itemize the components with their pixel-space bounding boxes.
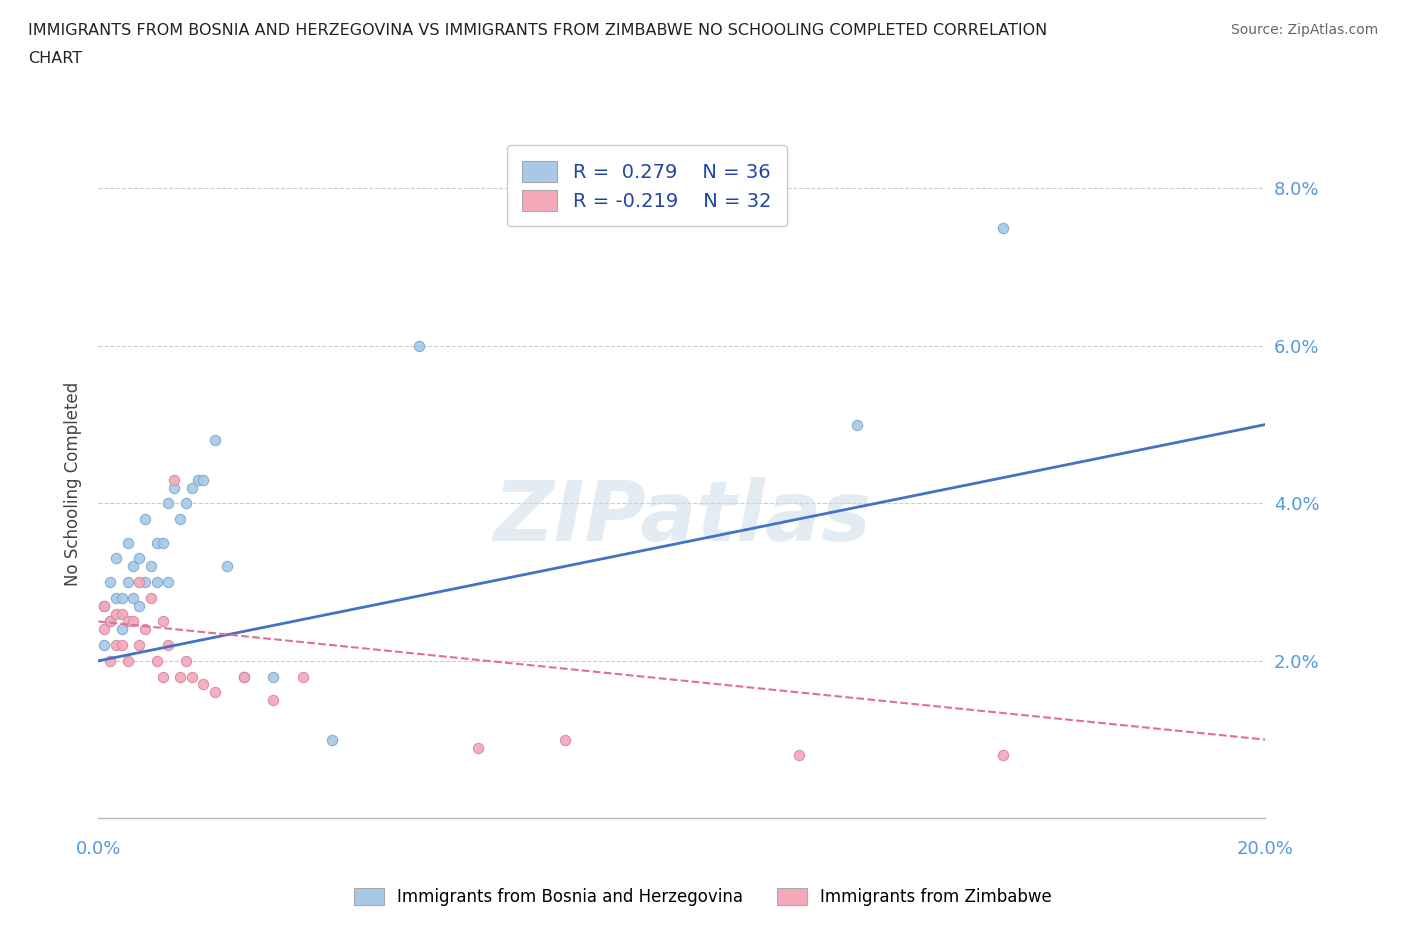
Point [408,339,430,353]
Point [128,575,150,590]
Point [134,512,156,526]
Point [163,472,186,487]
Point [193,677,215,692]
Point [152,614,174,629]
Text: CHART: CHART [28,51,82,66]
Point [117,536,139,551]
Point [152,536,174,551]
Point [128,598,150,613]
Point [193,472,215,487]
Point [104,551,127,565]
Point [262,693,284,708]
Point [180,480,202,495]
Point [134,575,156,590]
Point [98,614,121,629]
Point [93,622,115,637]
Point [174,654,197,669]
Point [134,622,156,637]
Point [104,606,127,621]
Point [169,670,191,684]
Point [98,575,121,590]
Point [111,606,134,621]
Point [117,614,139,629]
Point [321,732,343,747]
Point [233,670,256,684]
Point [98,614,121,629]
Point [111,638,134,653]
Point [291,670,314,684]
Point [787,748,810,763]
Point [104,638,127,653]
Point [146,575,169,590]
Point [152,670,174,684]
Text: 20.0%: 20.0% [1237,840,1294,857]
Point [157,638,180,653]
Legend: Immigrants from Bosnia and Herzegovina, Immigrants from Zimbabwe: Immigrants from Bosnia and Herzegovina, … [346,880,1060,914]
Point [554,732,576,747]
Point [146,536,169,551]
Point [991,220,1014,235]
Point [157,575,180,590]
Point [262,670,284,684]
Point [146,654,169,669]
Point [163,480,186,495]
Point [117,654,139,669]
Point [215,559,238,574]
Point [187,472,209,487]
Point [128,638,150,653]
Point [157,496,180,511]
Point [111,591,134,605]
Point [93,598,115,613]
Point [139,591,162,605]
Text: 0.0%: 0.0% [76,840,121,857]
Text: Source: ZipAtlas.com: Source: ZipAtlas.com [1230,23,1378,37]
Text: ZIPatlas: ZIPatlas [494,476,870,558]
Point [128,551,150,565]
Point [180,670,202,684]
Point [467,740,489,755]
Y-axis label: No Schooling Completed: No Schooling Completed [65,381,83,586]
Point [117,575,139,590]
Point [122,559,145,574]
Point [991,748,1014,763]
Point [139,559,162,574]
Point [111,622,134,637]
Point [122,614,145,629]
Text: IMMIGRANTS FROM BOSNIA AND HERZEGOVINA VS IMMIGRANTS FROM ZIMBABWE NO SCHOOLING : IMMIGRANTS FROM BOSNIA AND HERZEGOVINA V… [28,23,1047,38]
Point [174,496,197,511]
Point [122,591,145,605]
Point [169,512,191,526]
Point [845,417,868,432]
Point [204,684,226,699]
Point [233,670,256,684]
Point [93,638,115,653]
Point [104,591,127,605]
Point [93,598,115,613]
Point [98,654,121,669]
Point [204,432,226,447]
Legend: R =  0.279    N = 36, R = -0.219    N = 32: R = 0.279 N = 36, R = -0.219 N = 32 [506,145,787,226]
